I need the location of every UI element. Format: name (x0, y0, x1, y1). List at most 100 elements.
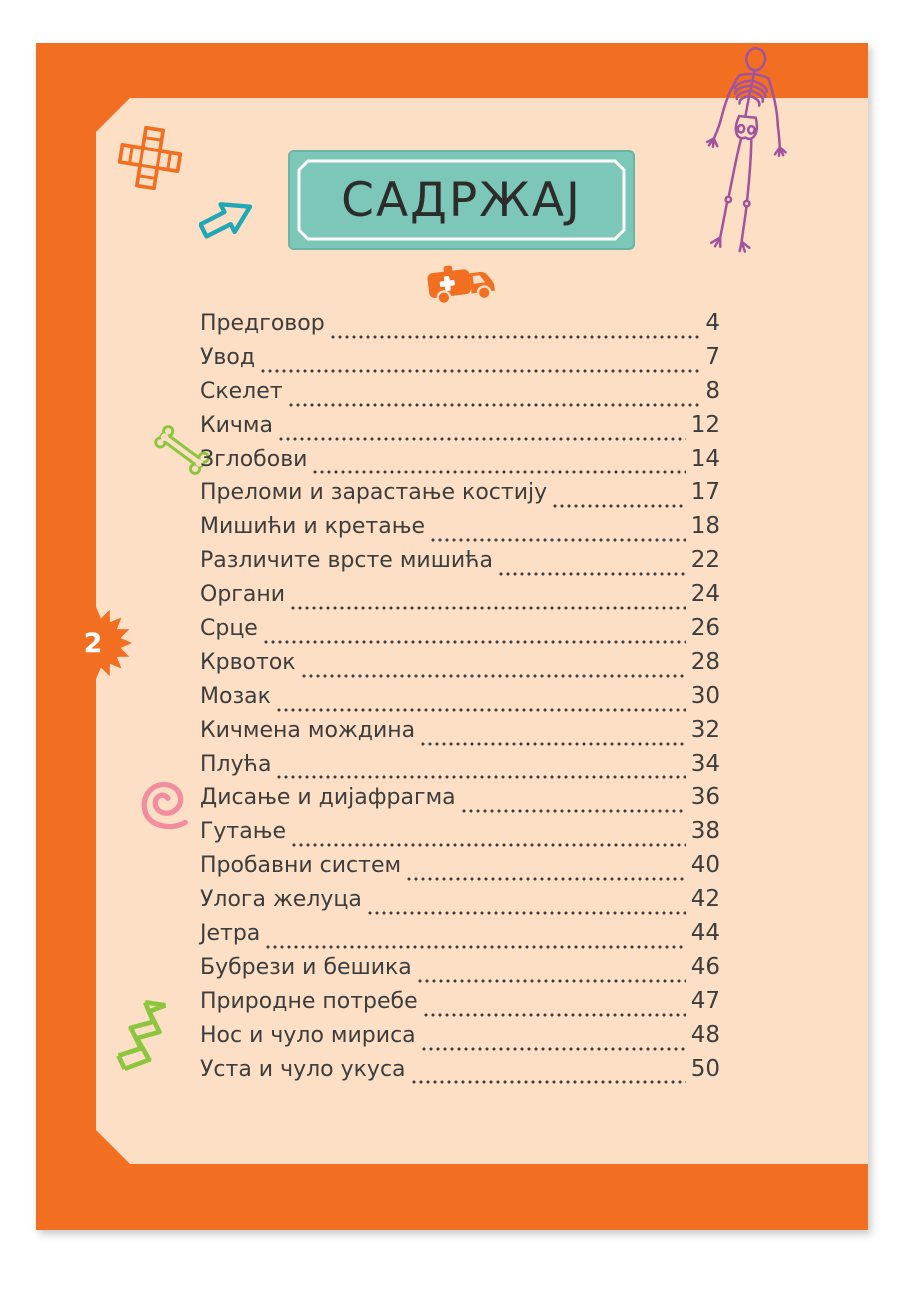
toc-row: Предговор 4 (200, 310, 720, 344)
dot-leader (291, 842, 686, 849)
toc-page-number: 30 (690, 682, 720, 709)
toc-entry-label: Преломи и зарастање костију (200, 480, 548, 506)
toc-page-number: 7 (705, 343, 720, 370)
toc-page-number: 18 (690, 513, 720, 540)
toc-entry-label: Улога желуца (200, 887, 362, 913)
toc-entry-label: Органи (200, 582, 286, 608)
title-plaque-frame (297, 159, 626, 241)
toc-row: Увод 7 (200, 344, 720, 378)
toc-page-number: 24 (690, 581, 720, 608)
dot-leader (329, 333, 701, 340)
toc-page-number: 14 (690, 445, 720, 472)
dot-leader (287, 401, 701, 408)
dot-leader (406, 876, 686, 883)
dot-leader (410, 1079, 686, 1086)
dot-leader (275, 706, 686, 713)
toc-page-number: 28 (690, 648, 720, 675)
starburst-icon (60, 607, 132, 679)
toc-page-number: 47 (690, 987, 720, 1014)
toc-entry-label: Плућа (200, 751, 272, 777)
toc-row: Гутање 38 (200, 818, 720, 852)
toc-row: Скелет 8 (200, 378, 720, 412)
toc-entry-label: Бубрези и бешика (200, 954, 412, 980)
ambulance-icon (427, 265, 495, 306)
arrow-icon (199, 202, 253, 239)
toc-entry-label: Кичма (200, 412, 273, 438)
toc-entry-label: Различите врсте мишића (200, 548, 493, 574)
toc-entry-label: Кичмена мождина (200, 717, 416, 743)
toc-entry-label: Зглобови (200, 446, 308, 472)
page-title: САДРЖАЈ (341, 172, 582, 228)
toc-entry-label: Скелет (200, 378, 283, 404)
dot-leader (312, 469, 686, 476)
dot-leader (460, 808, 686, 815)
spiral-icon (141, 781, 188, 830)
dot-leader (420, 740, 686, 747)
toc-entry-label: Увод (200, 344, 256, 370)
toc-row: Мишићи и кретање 18 (200, 513, 720, 547)
dot-leader (276, 774, 686, 781)
toc-row: Различите врсте мишића 22 (200, 547, 720, 581)
toc-list: Предговор 4 Увод 7 Скелет 8 Кичма 12 Згл… (200, 310, 720, 1089)
toc-entry-label: Јетра (200, 921, 261, 947)
toc-entry-label: Предговор (200, 311, 325, 336)
dot-leader (366, 910, 686, 917)
dot-leader (430, 537, 686, 544)
toc-page-number: 22 (690, 547, 720, 574)
toc-row: Кичмена мождина 32 (200, 717, 720, 751)
toc-row: Нос и чуло мириса 48 (200, 1022, 720, 1056)
toc-row: Улога желуца 42 (200, 886, 720, 920)
toc-entry-label: Уста и чуло укуса (200, 1056, 406, 1082)
dot-leader (265, 943, 686, 950)
dot-leader (260, 367, 701, 374)
toc-row: Крвоток 28 (200, 649, 720, 683)
title-plaque: САДРЖАЈ (288, 150, 635, 250)
dot-leader (416, 977, 686, 984)
toc-page-number: 34 (690, 750, 720, 777)
toc-row: Дисање и дијафрагма 36 (200, 784, 720, 818)
dot-leader (497, 571, 686, 578)
dot-leader (278, 435, 686, 442)
dot-leader (262, 638, 686, 645)
toc-row: Природне потребе 47 (200, 988, 720, 1022)
toc-page-number: 4 (705, 310, 720, 336)
toc-entry-label: Нос и чуло мириса (200, 1022, 416, 1048)
toc-page-number: 26 (690, 615, 720, 642)
toc-row: Пробавни систем 40 (200, 852, 720, 886)
toc-page-number: 46 (690, 953, 720, 980)
toc-page-number: 44 (690, 920, 720, 947)
toc-page-number: 42 (690, 886, 720, 913)
toc-page-number: 32 (690, 716, 720, 743)
dot-leader (290, 605, 686, 612)
folded-bandage-icon (116, 999, 167, 1072)
starburst-badge: 2 (60, 607, 132, 679)
dot-leader (300, 672, 686, 679)
toc-page-number: 36 (690, 784, 720, 811)
toc-page-number: 8 (705, 377, 720, 404)
bandage-cross-icon (118, 126, 182, 190)
toc-row: Срце 26 (200, 615, 720, 649)
skeleton-illustration (705, 47, 787, 253)
toc-entry-label: Крвоток (200, 649, 296, 675)
toc-row: Зглобови 14 (200, 446, 720, 480)
toc-row: Плућа 34 (200, 751, 720, 785)
dot-leader (420, 1045, 686, 1052)
toc-row: Бубрези и бешика 46 (200, 954, 720, 988)
toc-page-number: 38 (690, 818, 720, 845)
book-page: САДРЖАЈ (36, 43, 868, 1230)
toc-row: Јетра 44 (200, 920, 720, 954)
dot-leader (422, 1011, 686, 1018)
toc-row: Органи 24 (200, 581, 720, 615)
toc-entry-label: Срце (200, 616, 258, 642)
toc-entry-label: Мишићи и кретање (200, 514, 426, 540)
toc-entry-label: Гутање (200, 819, 287, 845)
toc-page-number: 48 (690, 1021, 720, 1048)
bone-icon (154, 425, 210, 475)
dot-leader (552, 503, 686, 510)
toc-entry-label: Природне потребе (200, 988, 418, 1014)
page-number-badge: 2 (83, 627, 103, 659)
toc-row: Мозак 30 (200, 683, 720, 717)
toc-entry-label: Дисање и дијафрагма (200, 785, 456, 811)
toc-row: Преломи и зарастање костију 17 (200, 479, 720, 513)
toc-page-number: 12 (690, 411, 720, 438)
